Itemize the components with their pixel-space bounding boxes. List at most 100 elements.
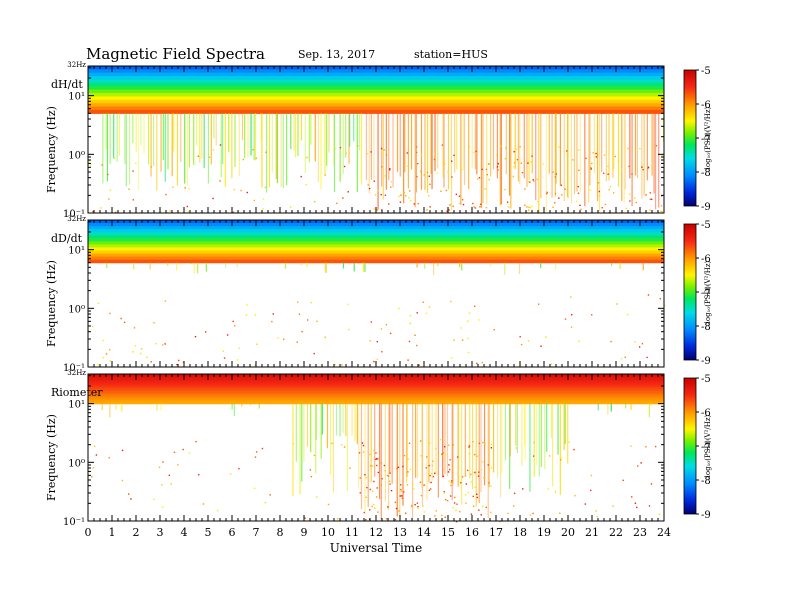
- power-speckle: [366, 486, 368, 489]
- power-speckle: [324, 336, 326, 338]
- power-streak: [563, 113, 565, 202]
- power-streak: [550, 403, 553, 439]
- power-speckle: [371, 490, 374, 492]
- power-speckle: [426, 171, 429, 174]
- power-speckle: [435, 510, 437, 512]
- power-speckle: [194, 335, 197, 338]
- power-streak: [167, 113, 169, 170]
- power-speckle: [517, 159, 519, 162]
- power-speckle: [423, 484, 425, 486]
- power-streak: [356, 113, 358, 193]
- colorbar: -5 -6 -7 -8 -9 log₁₀(PSD)(V²/Hz): [683, 66, 712, 213]
- power-speckle: [304, 517, 306, 519]
- power-speckle: [431, 464, 434, 467]
- power-speckle: [473, 505, 475, 508]
- power-speckle: [524, 188, 526, 190]
- power-speckle: [400, 484, 402, 486]
- power-speckle: [123, 321, 126, 324]
- power-speckle: [585, 157, 587, 160]
- power-speckle: [365, 477, 368, 479]
- power-speckle: [512, 175, 515, 178]
- power-streak: [304, 113, 306, 174]
- power-streak: [567, 113, 569, 199]
- spectrum-band: [88, 253, 664, 258]
- power-streak: [538, 403, 540, 477]
- power-streak: [431, 113, 433, 190]
- power-streak: [308, 113, 310, 163]
- power-streak: [156, 113, 158, 191]
- power-speckle: [442, 475, 445, 478]
- y-tick-label: 10⁰: [68, 458, 85, 469]
- power-speckle: [428, 464, 430, 467]
- power-streak: [619, 262, 621, 269]
- power-speckle: [219, 180, 221, 182]
- power-speckle: [529, 206, 531, 209]
- power-speckle: [395, 507, 398, 510]
- power-speckle: [92, 467, 94, 469]
- power-streak: [377, 113, 379, 210]
- power-speckle: [476, 493, 478, 495]
- power-speckle: [529, 514, 532, 516]
- power-streak: [499, 113, 501, 206]
- power-speckle: [421, 154, 423, 156]
- power-streak: [345, 403, 347, 437]
- spectrum-band: [88, 259, 664, 264]
- power-streak: [621, 113, 623, 201]
- power-speckle: [202, 503, 205, 505]
- power-speckle: [499, 203, 501, 206]
- power-speckle: [298, 313, 301, 315]
- power-speckle: [431, 472, 433, 475]
- power-streak: [300, 262, 302, 266]
- power-speckle: [440, 190, 442, 192]
- power-speckle: [416, 344, 418, 347]
- power-streak: [387, 403, 390, 510]
- power-speckle: [470, 513, 473, 515]
- power-streak: [125, 113, 127, 187]
- power-streak: [584, 113, 586, 207]
- power-speckle: [309, 469, 312, 471]
- power-speckle: [507, 512, 509, 515]
- power-speckle: [532, 512, 534, 515]
- power-speckle: [635, 201, 638, 204]
- power-streak: [356, 403, 358, 444]
- power-streak: [360, 403, 363, 510]
- power-speckle: [647, 294, 650, 296]
- power-streak: [275, 113, 277, 180]
- power-speckle: [265, 151, 267, 153]
- power-speckle: [604, 203, 607, 206]
- power-streak: [234, 113, 236, 167]
- power-streak: [133, 262, 135, 270]
- power-streak: [324, 262, 326, 272]
- spectrum-band: [88, 401, 664, 405]
- power-speckle: [271, 320, 273, 323]
- colorbar-label: log₁₀(PSD)(V²/Hz): [704, 106, 712, 169]
- power-speckle: [456, 503, 458, 505]
- spectrum-band: [88, 232, 664, 236]
- power-speckle: [564, 318, 567, 320]
- power-streak: [339, 403, 341, 437]
- power-speckle: [376, 340, 379, 343]
- panel-label: dD/dt: [51, 232, 83, 245]
- power-speckle: [641, 163, 643, 166]
- power-speckle: [504, 188, 506, 191]
- power-streak: [373, 113, 375, 181]
- power-speckle: [301, 330, 303, 333]
- power-streak: [167, 262, 169, 266]
- power-streak: [636, 113, 638, 179]
- power-speckle: [419, 481, 422, 484]
- power-speckle: [380, 484, 383, 486]
- power-speckle: [97, 302, 100, 305]
- power-streak: [224, 262, 227, 268]
- power-speckle: [645, 194, 647, 196]
- power-streak: [613, 113, 615, 170]
- power-speckle: [627, 147, 629, 150]
- power-streak: [324, 113, 326, 176]
- power-streak: [514, 113, 516, 170]
- power-speckle: [383, 149, 385, 151]
- power-speckle: [374, 194, 377, 196]
- power-streak: [504, 262, 506, 275]
- power-streak: [630, 403, 632, 410]
- power-streak: [605, 113, 607, 182]
- y-axis-label: Frequency (Hz): [45, 106, 58, 193]
- power-speckle: [236, 359, 239, 361]
